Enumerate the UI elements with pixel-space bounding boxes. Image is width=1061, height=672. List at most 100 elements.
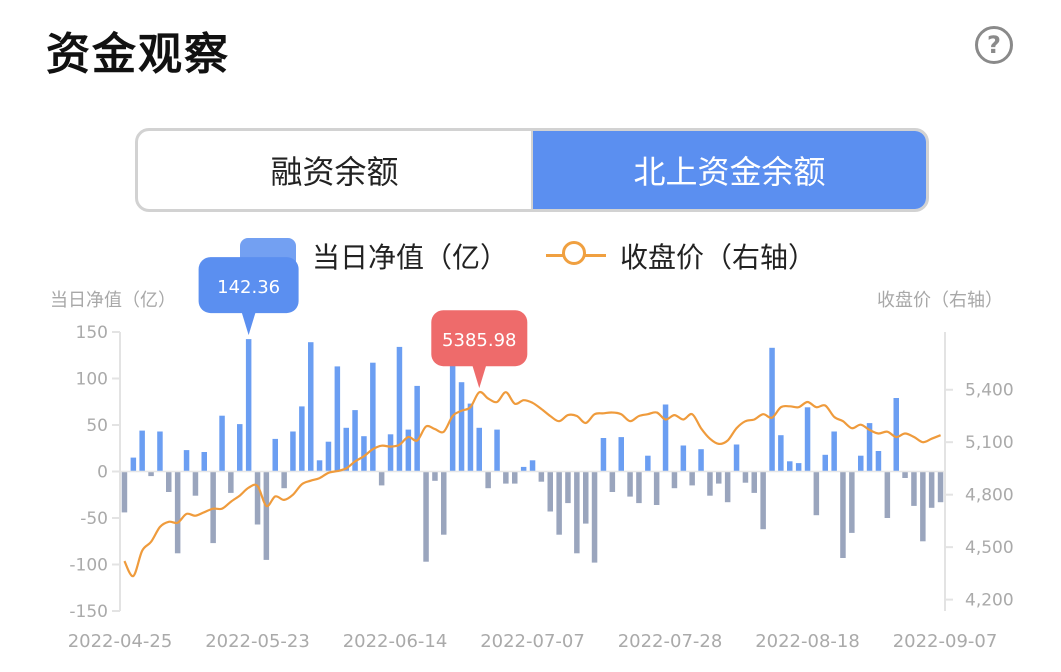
bar	[875, 451, 882, 472]
bar	[902, 471, 908, 478]
bar	[476, 427, 482, 472]
y-left-tick-label: 50	[86, 416, 108, 436]
bar	[591, 471, 598, 563]
bar	[157, 431, 163, 472]
bar	[813, 471, 820, 516]
bar	[378, 471, 385, 486]
bar	[299, 406, 305, 472]
max-close-price-tooltip-box	[431, 310, 528, 367]
y-left-tick-label: -150	[69, 602, 108, 622]
bar	[485, 471, 491, 489]
bar	[618, 437, 624, 472]
bar	[183, 450, 190, 472]
x-tick-label: 2022-04-25	[68, 631, 173, 652]
y-right-tick-label: 5,100	[965, 433, 1014, 453]
bar	[414, 385, 420, 472]
bar	[689, 471, 695, 486]
y-left-tick-label: 150	[76, 323, 108, 343]
bar	[467, 403, 474, 472]
tab-bar: 融资余额 北上资金余额	[135, 128, 929, 212]
bar	[556, 471, 562, 535]
bar	[210, 471, 216, 544]
bar	[352, 410, 358, 472]
bar	[787, 461, 793, 472]
bar	[219, 415, 225, 472]
x-tick-label: 2022-07-07	[480, 631, 585, 652]
bar	[724, 471, 731, 503]
bar	[121, 471, 128, 513]
bar	[778, 435, 784, 472]
bar	[512, 471, 518, 484]
bar	[574, 471, 580, 554]
bar	[751, 471, 757, 493]
legend-bar-label[interactable]: 当日净值（亿）	[312, 241, 509, 274]
bar	[361, 436, 367, 472]
y-left-tick-label: -50	[80, 509, 108, 529]
bar	[671, 471, 678, 489]
bar	[911, 471, 917, 506]
bar	[849, 471, 855, 533]
y-left-tick-label: 100	[76, 370, 108, 390]
y-right-tick-label: 4,200	[965, 591, 1014, 611]
bar	[237, 424, 243, 472]
bar	[520, 466, 527, 472]
page-title: 资金观察	[46, 29, 230, 80]
bar	[769, 347, 775, 472]
y-right-axis-title: 收盘价（右轴）	[877, 290, 1003, 311]
bar	[441, 471, 447, 535]
legend-line-marker	[562, 241, 586, 265]
bar	[130, 457, 137, 472]
bar	[893, 398, 899, 472]
tab-northbound-balance[interactable]: 北上资金余额	[531, 131, 926, 209]
help-icon[interactable]: ?	[975, 26, 1013, 64]
bar	[494, 429, 500, 472]
bar	[831, 431, 837, 472]
legend-line-label[interactable]: 收盘价（右轴）	[620, 241, 817, 274]
bar	[565, 471, 571, 504]
bar	[423, 471, 429, 562]
bar	[432, 471, 438, 481]
max-net-value-tooltip-label: 142.36	[217, 277, 280, 298]
bar	[290, 431, 296, 472]
bar	[733, 444, 740, 472]
bar	[148, 471, 154, 477]
x-tick-label: 2022-08-18	[755, 631, 860, 652]
bar	[547, 471, 553, 512]
bar	[325, 441, 332, 472]
bar	[370, 362, 376, 472]
bar	[698, 449, 704, 472]
bar	[928, 471, 935, 508]
bar	[192, 471, 199, 496]
bar	[760, 471, 766, 530]
y-left-tick-label: -100	[69, 556, 108, 576]
y-right-tick-label: 5,400	[965, 381, 1014, 401]
max-close-price-tooltip-label: 5385.98	[442, 330, 516, 351]
x-tick-label: 2022-06-14	[343, 631, 448, 652]
bar	[804, 407, 811, 472]
bar	[228, 471, 234, 493]
close-price-line	[123, 390, 942, 578]
bar	[316, 460, 323, 472]
bar	[707, 471, 713, 496]
y-left-axis-title: 当日净值（亿）	[50, 290, 176, 311]
tab-margin-balance[interactable]: 融资余额	[270, 153, 399, 191]
bar	[884, 471, 891, 518]
bar	[396, 346, 403, 472]
bar	[840, 471, 846, 558]
max-net-value-tooltip: 142.36	[198, 257, 299, 336]
bar	[822, 454, 828, 472]
bar	[387, 434, 394, 472]
bar	[795, 463, 802, 472]
bar	[458, 382, 465, 472]
max-close-price-tooltip: 5385.98	[431, 310, 528, 389]
bar	[662, 404, 669, 472]
bar	[716, 471, 722, 484]
bar	[334, 366, 341, 472]
bar	[609, 471, 616, 492]
bar	[139, 430, 145, 472]
x-tick-label: 2022-09-07	[893, 631, 998, 652]
bar	[866, 423, 873, 472]
bar	[281, 471, 287, 489]
bar	[680, 445, 687, 472]
